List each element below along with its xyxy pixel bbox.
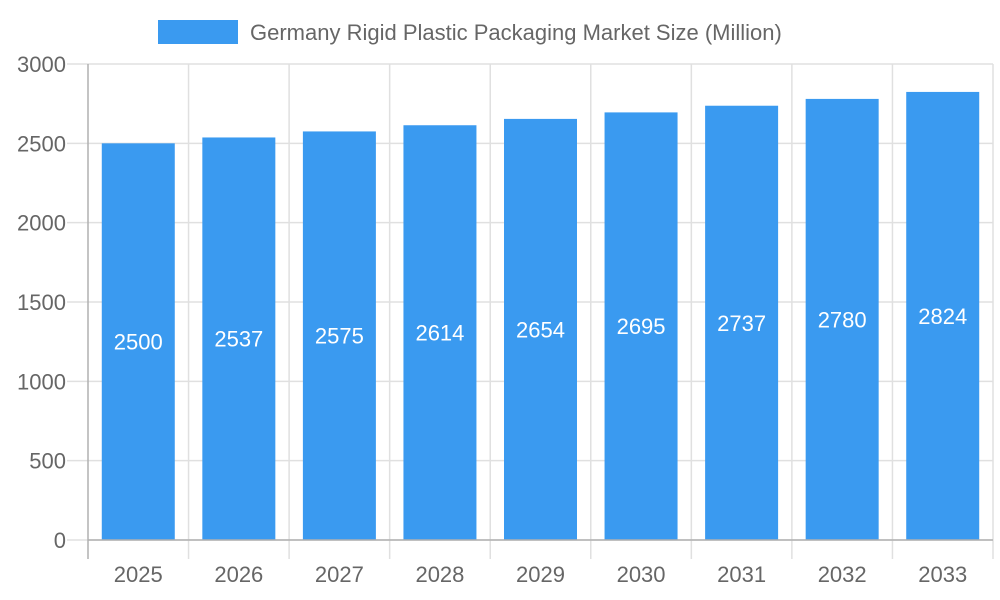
y-tick-label: 2000 xyxy=(17,211,66,236)
x-tick-label: 2031 xyxy=(717,562,766,587)
bar-value-label: 2824 xyxy=(918,304,967,329)
legend-label: Germany Rigid Plastic Packaging Market S… xyxy=(250,20,782,45)
bar-value-label: 2500 xyxy=(114,330,163,355)
legend-swatch xyxy=(158,20,238,44)
y-tick-label: 0 xyxy=(54,528,66,553)
bar xyxy=(705,105,779,540)
bar-value-label: 2537 xyxy=(214,327,263,352)
bar-value-label: 2737 xyxy=(717,311,766,336)
bar-value-label: 2780 xyxy=(818,307,867,332)
x-tick-label: 2025 xyxy=(114,562,163,587)
bar-value-label: 2654 xyxy=(516,317,565,342)
bar xyxy=(302,131,376,540)
x-tick-label: 2028 xyxy=(415,562,464,587)
x-tick-label: 2029 xyxy=(516,562,565,587)
y-tick-label: 3000 xyxy=(17,52,66,77)
y-tick-label: 1500 xyxy=(17,290,66,315)
y-tick-label: 1000 xyxy=(17,369,66,394)
y-tick-label: 500 xyxy=(29,449,66,474)
y-tick-label: 2500 xyxy=(17,131,66,156)
axes: 0 500 1000 1500 2000 2500 3000 2025 2026 2027 2028… xyxy=(17,52,993,587)
x-tick-label: 2033 xyxy=(918,562,967,587)
bar-value-label: 2695 xyxy=(617,314,666,339)
bar xyxy=(403,125,477,540)
bars: 2500 2537 2575 2614 2654 2695 2737 2780 2824 xyxy=(101,91,980,541)
legend[interactable]: Germany Rigid Plastic Packaging Market S… xyxy=(158,20,782,45)
bar xyxy=(504,118,577,540)
bar xyxy=(604,112,678,540)
x-tick-label: 2026 xyxy=(214,562,263,587)
bar-value-label: 2575 xyxy=(315,324,364,349)
bar xyxy=(805,98,879,540)
bar xyxy=(101,143,175,541)
bar-value-label: 2614 xyxy=(415,321,464,346)
bar xyxy=(202,137,276,541)
x-tick-label: 2032 xyxy=(818,562,867,587)
x-tick-label: 2030 xyxy=(617,562,666,587)
bar xyxy=(906,91,980,541)
x-tick-label: 2027 xyxy=(315,562,364,587)
